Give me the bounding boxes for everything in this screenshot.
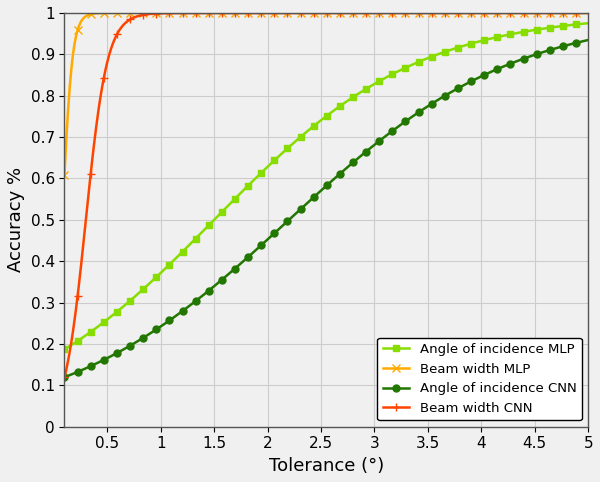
Beam width CNN <box>584 10 592 16</box>
Beam width CNN <box>455 10 463 16</box>
Angle of incidence MLP <box>455 44 463 50</box>
Angle of incidence MLP <box>410 61 418 67</box>
Angle of incidence CNN <box>61 375 68 380</box>
Beam width CNN <box>196 10 203 16</box>
Line: Angle of incidence MLP: Angle of incidence MLP <box>61 20 592 353</box>
Angle of incidence MLP <box>61 347 68 352</box>
Angle of incidence CNN <box>584 37 592 43</box>
Y-axis label: Accuracy %: Accuracy % <box>7 167 25 272</box>
Angle of incidence MLP <box>154 273 161 279</box>
Beam width MLP <box>370 10 377 16</box>
Beam width CNN <box>298 10 305 16</box>
Line: Angle of incidence CNN: Angle of incidence CNN <box>61 37 592 381</box>
X-axis label: Tolerance (°): Tolerance (°) <box>269 457 384 475</box>
Angle of incidence MLP <box>370 82 377 88</box>
Line: Beam width CNN: Beam width CNN <box>61 9 592 382</box>
Beam width CNN <box>410 10 418 16</box>
Line: Beam width MLP: Beam width MLP <box>61 9 592 179</box>
Angle of incidence MLP <box>298 134 305 139</box>
Beam width CNN <box>475 10 482 16</box>
Angle of incidence CNN <box>154 326 161 332</box>
Angle of incidence MLP <box>584 20 592 26</box>
Beam width MLP <box>456 10 463 16</box>
Beam width MLP <box>238 10 245 16</box>
Beam width CNN <box>154 11 161 16</box>
Angle of incidence CNN <box>298 205 305 211</box>
Angle of incidence CNN <box>370 143 377 149</box>
Beam width CNN <box>370 10 377 16</box>
Angle of incidence CNN <box>455 85 463 91</box>
Angle of incidence MLP <box>196 232 203 238</box>
Beam width MLP <box>584 10 592 16</box>
Beam width MLP <box>154 10 161 16</box>
Angle of incidence CNN <box>410 112 418 118</box>
Beam width CNN <box>61 375 68 380</box>
Beam width MLP <box>196 10 203 16</box>
Beam width MLP <box>299 10 306 16</box>
Beam width MLP <box>412 10 419 16</box>
Beam width MLP <box>61 172 68 178</box>
Legend: Angle of incidence MLP, Beam width MLP, Angle of incidence CNN, Beam width CNN: Angle of incidence MLP, Beam width MLP, … <box>377 338 581 420</box>
Angle of incidence CNN <box>196 295 203 301</box>
